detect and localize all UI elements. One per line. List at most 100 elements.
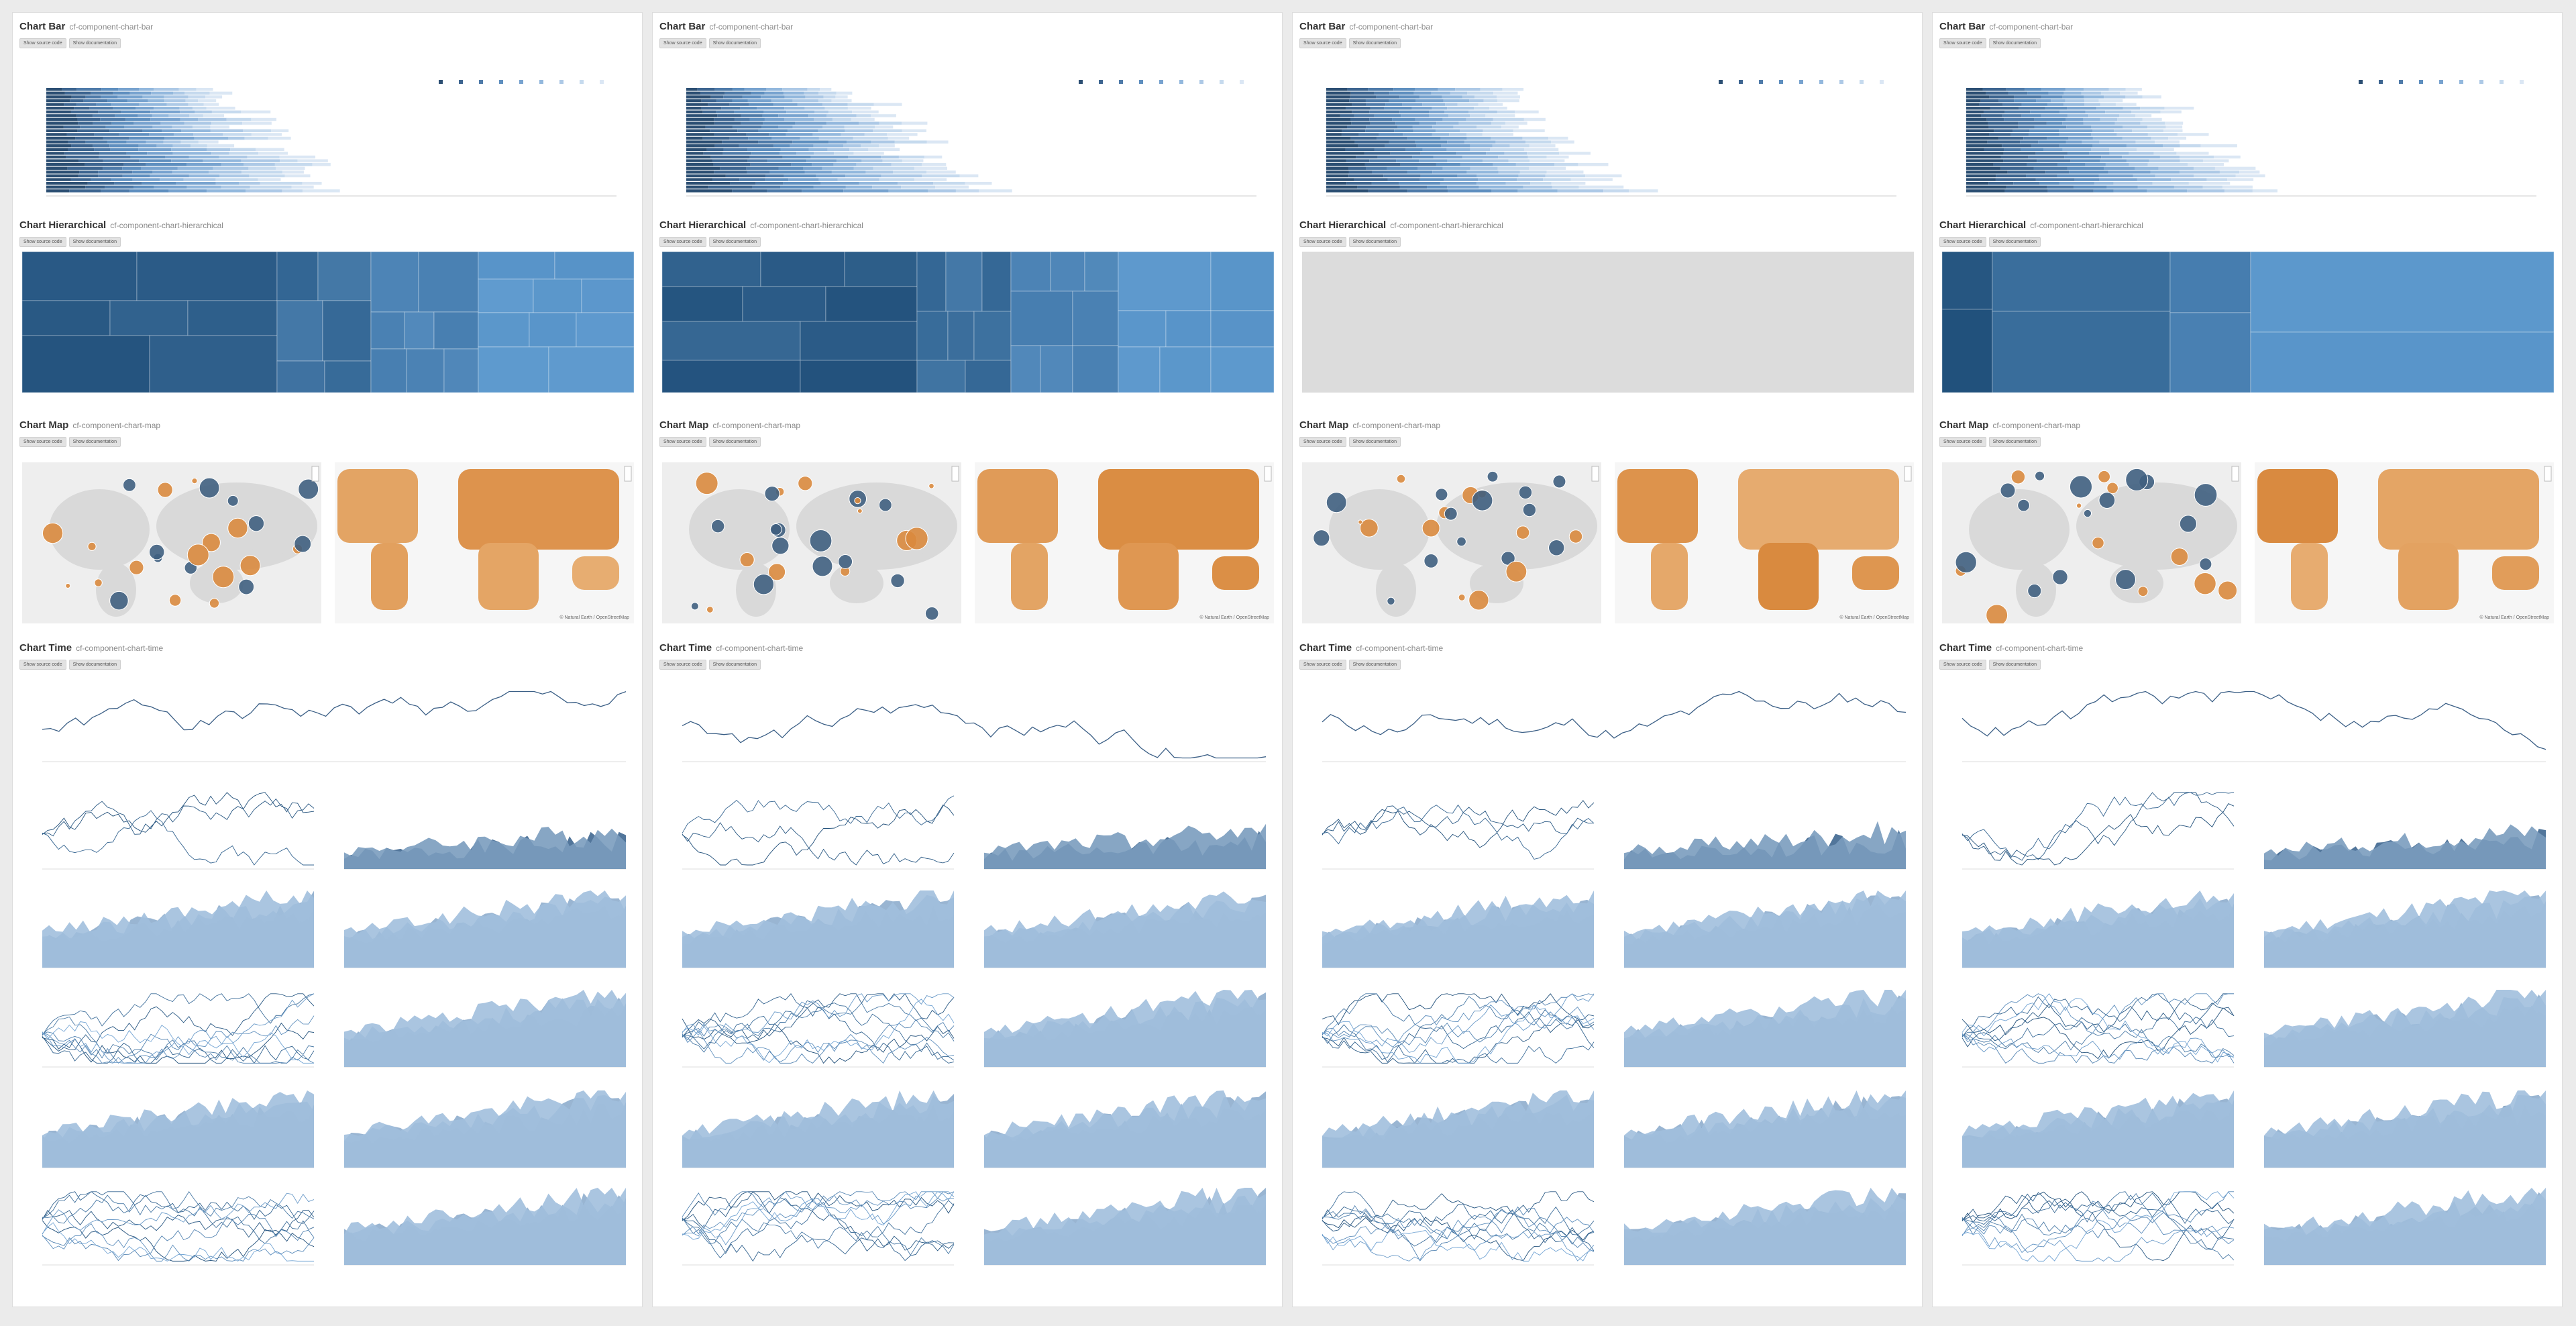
treemap-node[interactable] xyxy=(1072,345,1119,393)
treemap-node[interactable] xyxy=(1072,291,1119,346)
treemap-node[interactable] xyxy=(973,311,1012,361)
map-bubble[interactable] xyxy=(238,578,255,595)
show-source-button[interactable]: Show source code xyxy=(19,237,66,247)
map-bubble[interactable] xyxy=(2098,492,2116,509)
map-bubble[interactable] xyxy=(2083,509,2092,518)
map-bubble[interactable] xyxy=(94,578,103,587)
map-bubble[interactable] xyxy=(798,476,813,491)
map-bubble[interactable] xyxy=(1358,519,1363,525)
map-bubble[interactable] xyxy=(695,472,718,495)
treemap-node[interactable] xyxy=(1118,310,1167,348)
map-bubble[interactable] xyxy=(1487,470,1499,482)
map-bubble[interactable] xyxy=(148,544,165,560)
treemap-node[interactable] xyxy=(443,348,479,393)
treemap-node[interactable] xyxy=(662,321,801,361)
treemap-node[interactable] xyxy=(548,346,634,393)
treemap-node[interactable] xyxy=(22,300,111,336)
zoom-control[interactable] xyxy=(951,466,959,482)
country-shape[interactable] xyxy=(1738,469,1899,550)
map-bubble[interactable] xyxy=(1456,536,1466,547)
treemap-node[interactable] xyxy=(760,252,845,287)
map-bubble[interactable] xyxy=(924,607,939,621)
country-shape[interactable] xyxy=(478,543,539,610)
map-bubble[interactable] xyxy=(122,478,136,492)
map-bubble[interactable] xyxy=(878,498,892,512)
map-bubble[interactable] xyxy=(2194,572,2216,595)
map-bubble[interactable] xyxy=(227,495,239,507)
map-bubble[interactable] xyxy=(710,519,725,533)
map-bubble[interactable] xyxy=(812,556,833,577)
show-docs-button[interactable]: Show documentation xyxy=(1348,237,1401,247)
treemap-node[interactable] xyxy=(1210,252,1274,311)
map-bubble[interactable] xyxy=(1522,503,1537,517)
map-bubble[interactable] xyxy=(768,563,786,581)
map-bubble[interactable] xyxy=(239,555,261,576)
treemap-node[interactable] xyxy=(2169,312,2251,393)
show-source-button[interactable]: Show source code xyxy=(1299,237,1346,247)
treemap-node[interactable] xyxy=(1118,346,1161,393)
map-bubble[interactable] xyxy=(1471,490,1493,511)
map-bubble[interactable] xyxy=(753,574,775,595)
map-bubble[interactable] xyxy=(1986,604,2008,623)
map-bubble[interactable] xyxy=(2069,475,2093,499)
treemap-node[interactable] xyxy=(149,335,278,393)
show-docs-button[interactable]: Show documentation xyxy=(1348,38,1401,48)
country-shape[interactable] xyxy=(2257,469,2338,543)
treemap-node[interactable] xyxy=(2250,252,2554,333)
treemap-node[interactable] xyxy=(1118,252,1212,311)
map-bubble[interactable] xyxy=(1458,593,1466,601)
treemap-node[interactable] xyxy=(945,252,983,312)
map-bubble[interactable] xyxy=(764,486,780,502)
show-source-button[interactable]: Show source code xyxy=(1939,660,1986,670)
treemap-node[interactable] xyxy=(981,252,1012,312)
map-bubble[interactable] xyxy=(2076,503,2082,509)
map-bubble[interactable] xyxy=(199,477,220,499)
country-shape[interactable] xyxy=(1651,543,1688,610)
show-docs-button[interactable]: Show documentation xyxy=(68,437,121,447)
treemap-node[interactable] xyxy=(800,360,918,393)
treemap-node[interactable] xyxy=(576,312,634,348)
treemap-node[interactable] xyxy=(322,300,372,362)
country-shape[interactable] xyxy=(2492,556,2539,590)
map-bubble[interactable] xyxy=(838,554,853,569)
show-source-button[interactable]: Show source code xyxy=(19,38,66,48)
map-bubble[interactable] xyxy=(2170,548,2189,566)
show-docs-button[interactable]: Show documentation xyxy=(1348,437,1401,447)
map-bubble[interactable] xyxy=(2035,470,2045,481)
zoom-control[interactable] xyxy=(1591,466,1599,482)
treemap-node[interactable] xyxy=(1992,311,2171,393)
map-bubble[interactable] xyxy=(1359,518,1379,538)
zoom-control[interactable] xyxy=(311,466,319,482)
show-docs-button[interactable]: Show documentation xyxy=(1988,437,2041,447)
map-bubble[interactable] xyxy=(1313,529,1330,547)
map-bubble[interactable] xyxy=(212,566,235,589)
zoom-control[interactable] xyxy=(624,466,632,482)
treemap-node[interactable] xyxy=(916,252,947,312)
show-source-button[interactable]: Show source code xyxy=(1939,237,1986,247)
map-bubble[interactable] xyxy=(771,537,790,555)
country-shape[interactable] xyxy=(1011,543,1048,610)
country-shape[interactable] xyxy=(1118,543,1179,610)
map-bubble[interactable] xyxy=(2017,499,2030,512)
map-bubble[interactable] xyxy=(1505,560,1527,582)
treemap-node[interactable] xyxy=(662,360,801,393)
map-bubble[interactable] xyxy=(1518,485,1533,500)
map-bubble[interactable] xyxy=(168,594,182,607)
treemap-node[interactable] xyxy=(136,252,278,301)
show-source-button[interactable]: Show source code xyxy=(1939,38,1986,48)
show-docs-button[interactable]: Show documentation xyxy=(708,237,761,247)
country-shape[interactable] xyxy=(1852,556,1899,590)
map-bubble[interactable] xyxy=(1396,474,1406,484)
treemap-node[interactable] xyxy=(478,312,530,348)
show-docs-button[interactable]: Show documentation xyxy=(68,660,121,670)
treemap-node[interactable] xyxy=(1159,346,1212,393)
map-bubble[interactable] xyxy=(690,602,699,611)
map-bubble[interactable] xyxy=(706,605,714,613)
treemap-node[interactable] xyxy=(1050,252,1085,292)
map-bubble[interactable] xyxy=(65,582,71,589)
map-bubble[interactable] xyxy=(1955,551,1977,574)
treemap-node[interactable] xyxy=(2169,252,2251,313)
treemap-node[interactable] xyxy=(370,311,405,350)
country-shape[interactable] xyxy=(2291,543,2328,610)
zoom-control[interactable] xyxy=(2231,466,2239,482)
